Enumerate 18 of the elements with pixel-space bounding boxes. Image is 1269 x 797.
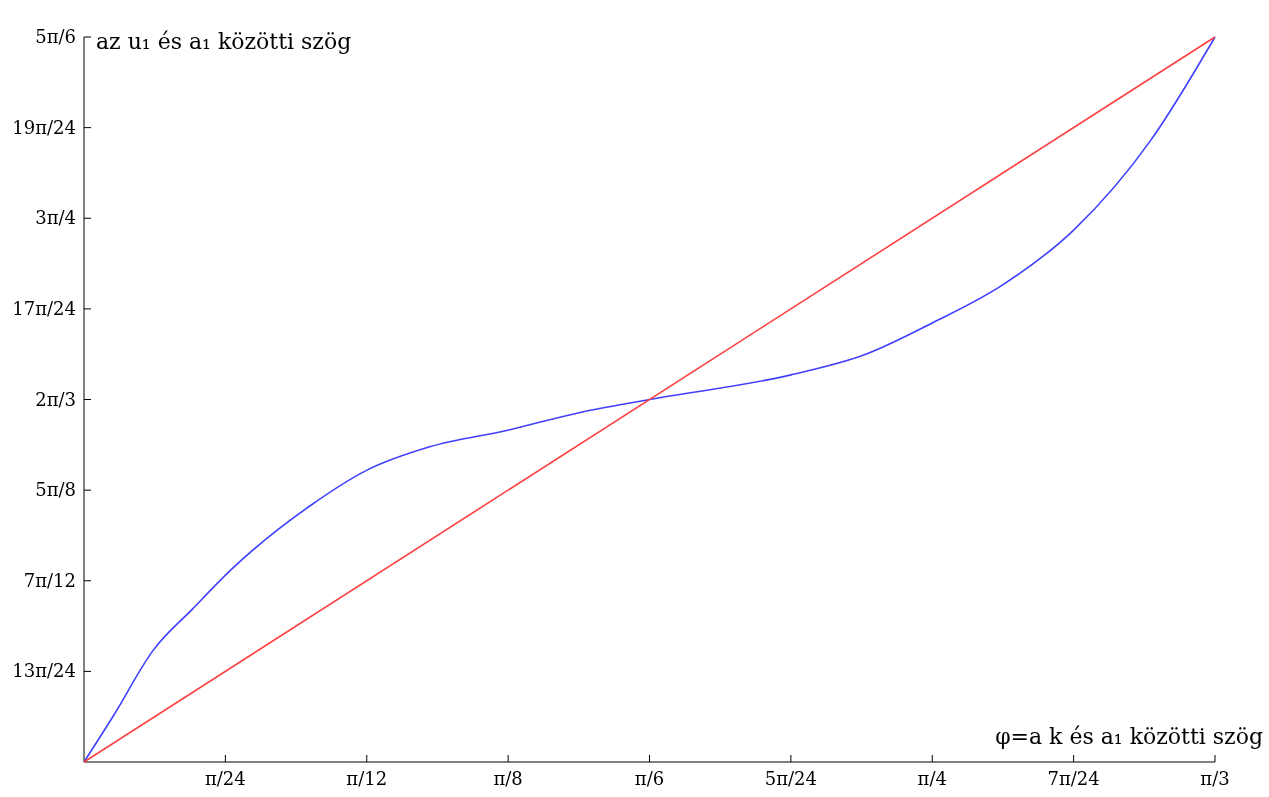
x-tick-label: π/8 — [493, 768, 523, 789]
y-tick-label: 17π/24 — [12, 297, 76, 319]
y-tick-label: 5π/6 — [35, 26, 76, 47]
x-tick-label: π/12 — [346, 768, 388, 789]
y-tick-label: 2π/3 — [35, 388, 76, 410]
y-tick-label: 7π/12 — [23, 569, 76, 591]
y-axis-title: az u₁ és a₁ közötti szög — [96, 29, 352, 54]
y-tick-label: 5π/8 — [35, 479, 76, 501]
x-axis-title: φ=a k és a₁ közötti szög — [995, 724, 1263, 749]
x-tick-label: π/3 — [1200, 768, 1230, 789]
x-tick-label: π/6 — [634, 768, 665, 789]
y-tick-label: 19π/24 — [12, 116, 76, 138]
x-tick-label: 7π/24 — [1047, 768, 1100, 789]
x-tick-label: 5π/24 — [764, 768, 818, 789]
x-tick-label: π/4 — [917, 768, 947, 789]
y-tick-label: 3π/4 — [35, 207, 76, 229]
x-tick-label: π/24 — [204, 768, 246, 789]
y-tick-label: 13π/24 — [12, 660, 76, 682]
